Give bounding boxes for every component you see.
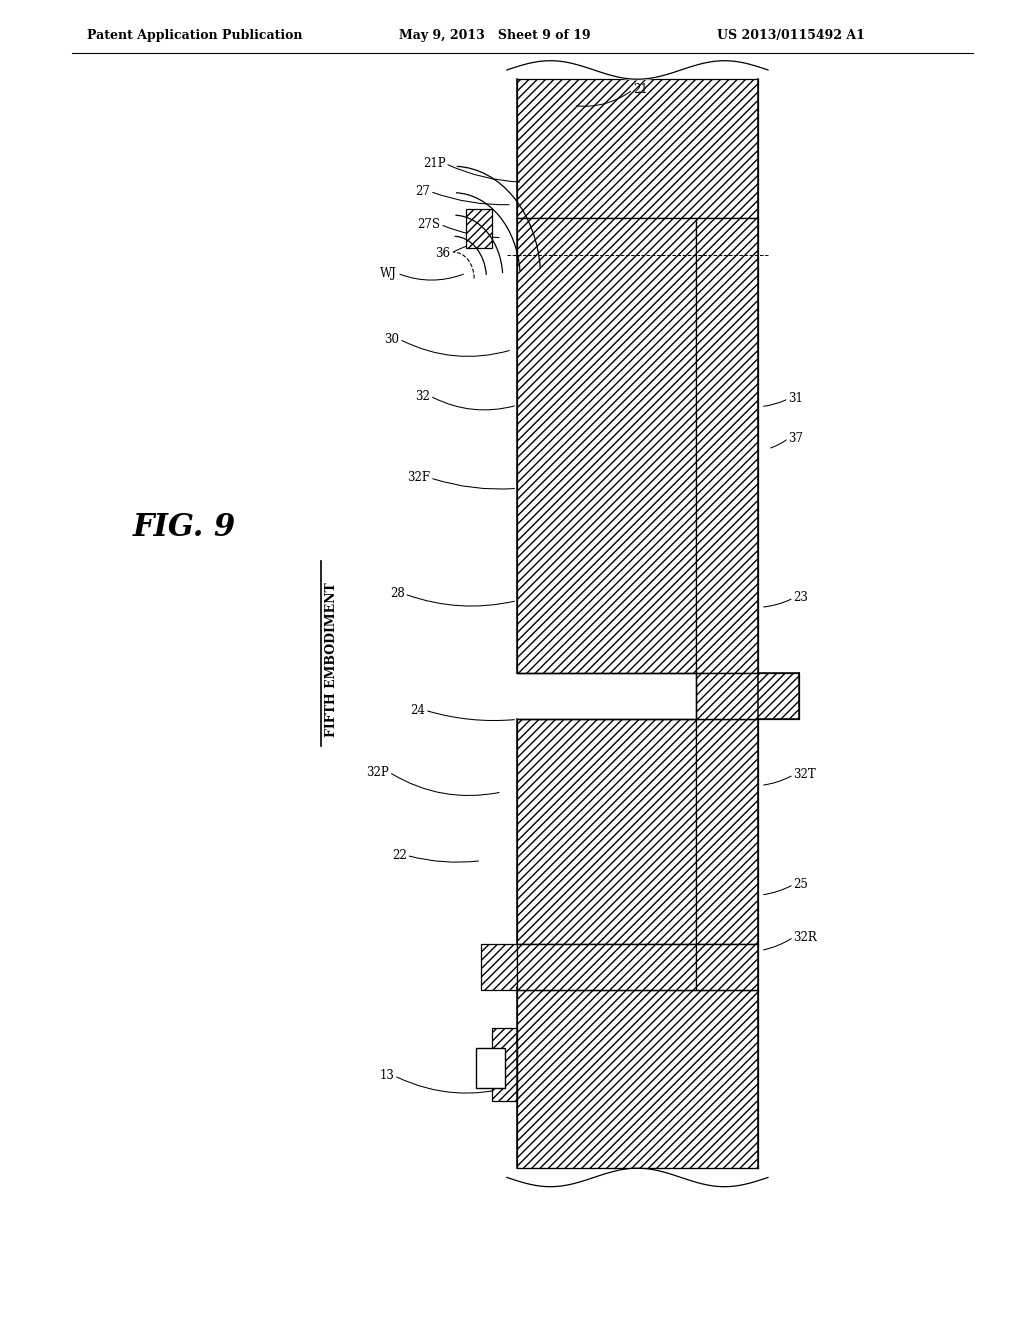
Text: 21P: 21P xyxy=(423,157,445,170)
Text: 32F: 32F xyxy=(407,471,430,484)
Bar xyxy=(517,218,696,673)
Bar xyxy=(517,79,758,218)
Text: Patent Application Publication: Patent Application Publication xyxy=(87,29,302,42)
Bar xyxy=(466,209,492,248)
Bar xyxy=(696,944,758,990)
Text: 24: 24 xyxy=(410,704,425,717)
Bar xyxy=(492,1028,517,1101)
Text: 36: 36 xyxy=(435,247,451,260)
Text: 28: 28 xyxy=(390,587,404,601)
Bar xyxy=(696,673,799,719)
Bar xyxy=(696,719,758,944)
Text: FIFTH EMBODIMENT: FIFTH EMBODIMENT xyxy=(325,582,338,738)
Bar xyxy=(517,944,696,990)
Text: 32T: 32T xyxy=(794,768,816,781)
Bar xyxy=(481,944,517,990)
Text: 27: 27 xyxy=(415,185,430,198)
Bar xyxy=(696,218,758,673)
Text: US 2013/0115492 A1: US 2013/0115492 A1 xyxy=(717,29,864,42)
Text: 37: 37 xyxy=(788,432,804,445)
Text: WJ: WJ xyxy=(381,267,397,280)
Bar xyxy=(517,990,758,1168)
Bar xyxy=(476,1048,505,1088)
Text: 25: 25 xyxy=(794,878,809,891)
Text: 31: 31 xyxy=(788,392,804,405)
Text: 27S: 27S xyxy=(418,218,440,231)
Text: FIG. 9: FIG. 9 xyxy=(133,512,237,544)
Text: 30: 30 xyxy=(384,333,399,346)
Bar xyxy=(517,719,696,944)
Text: 23: 23 xyxy=(794,591,809,605)
Text: 13: 13 xyxy=(379,1069,394,1082)
Text: 32P: 32P xyxy=(367,766,389,779)
Text: 22: 22 xyxy=(392,849,407,862)
Text: 21: 21 xyxy=(633,83,647,96)
Text: 32R: 32R xyxy=(794,931,817,944)
Text: May 9, 2013   Sheet 9 of 19: May 9, 2013 Sheet 9 of 19 xyxy=(399,29,591,42)
Text: 32: 32 xyxy=(415,389,430,403)
